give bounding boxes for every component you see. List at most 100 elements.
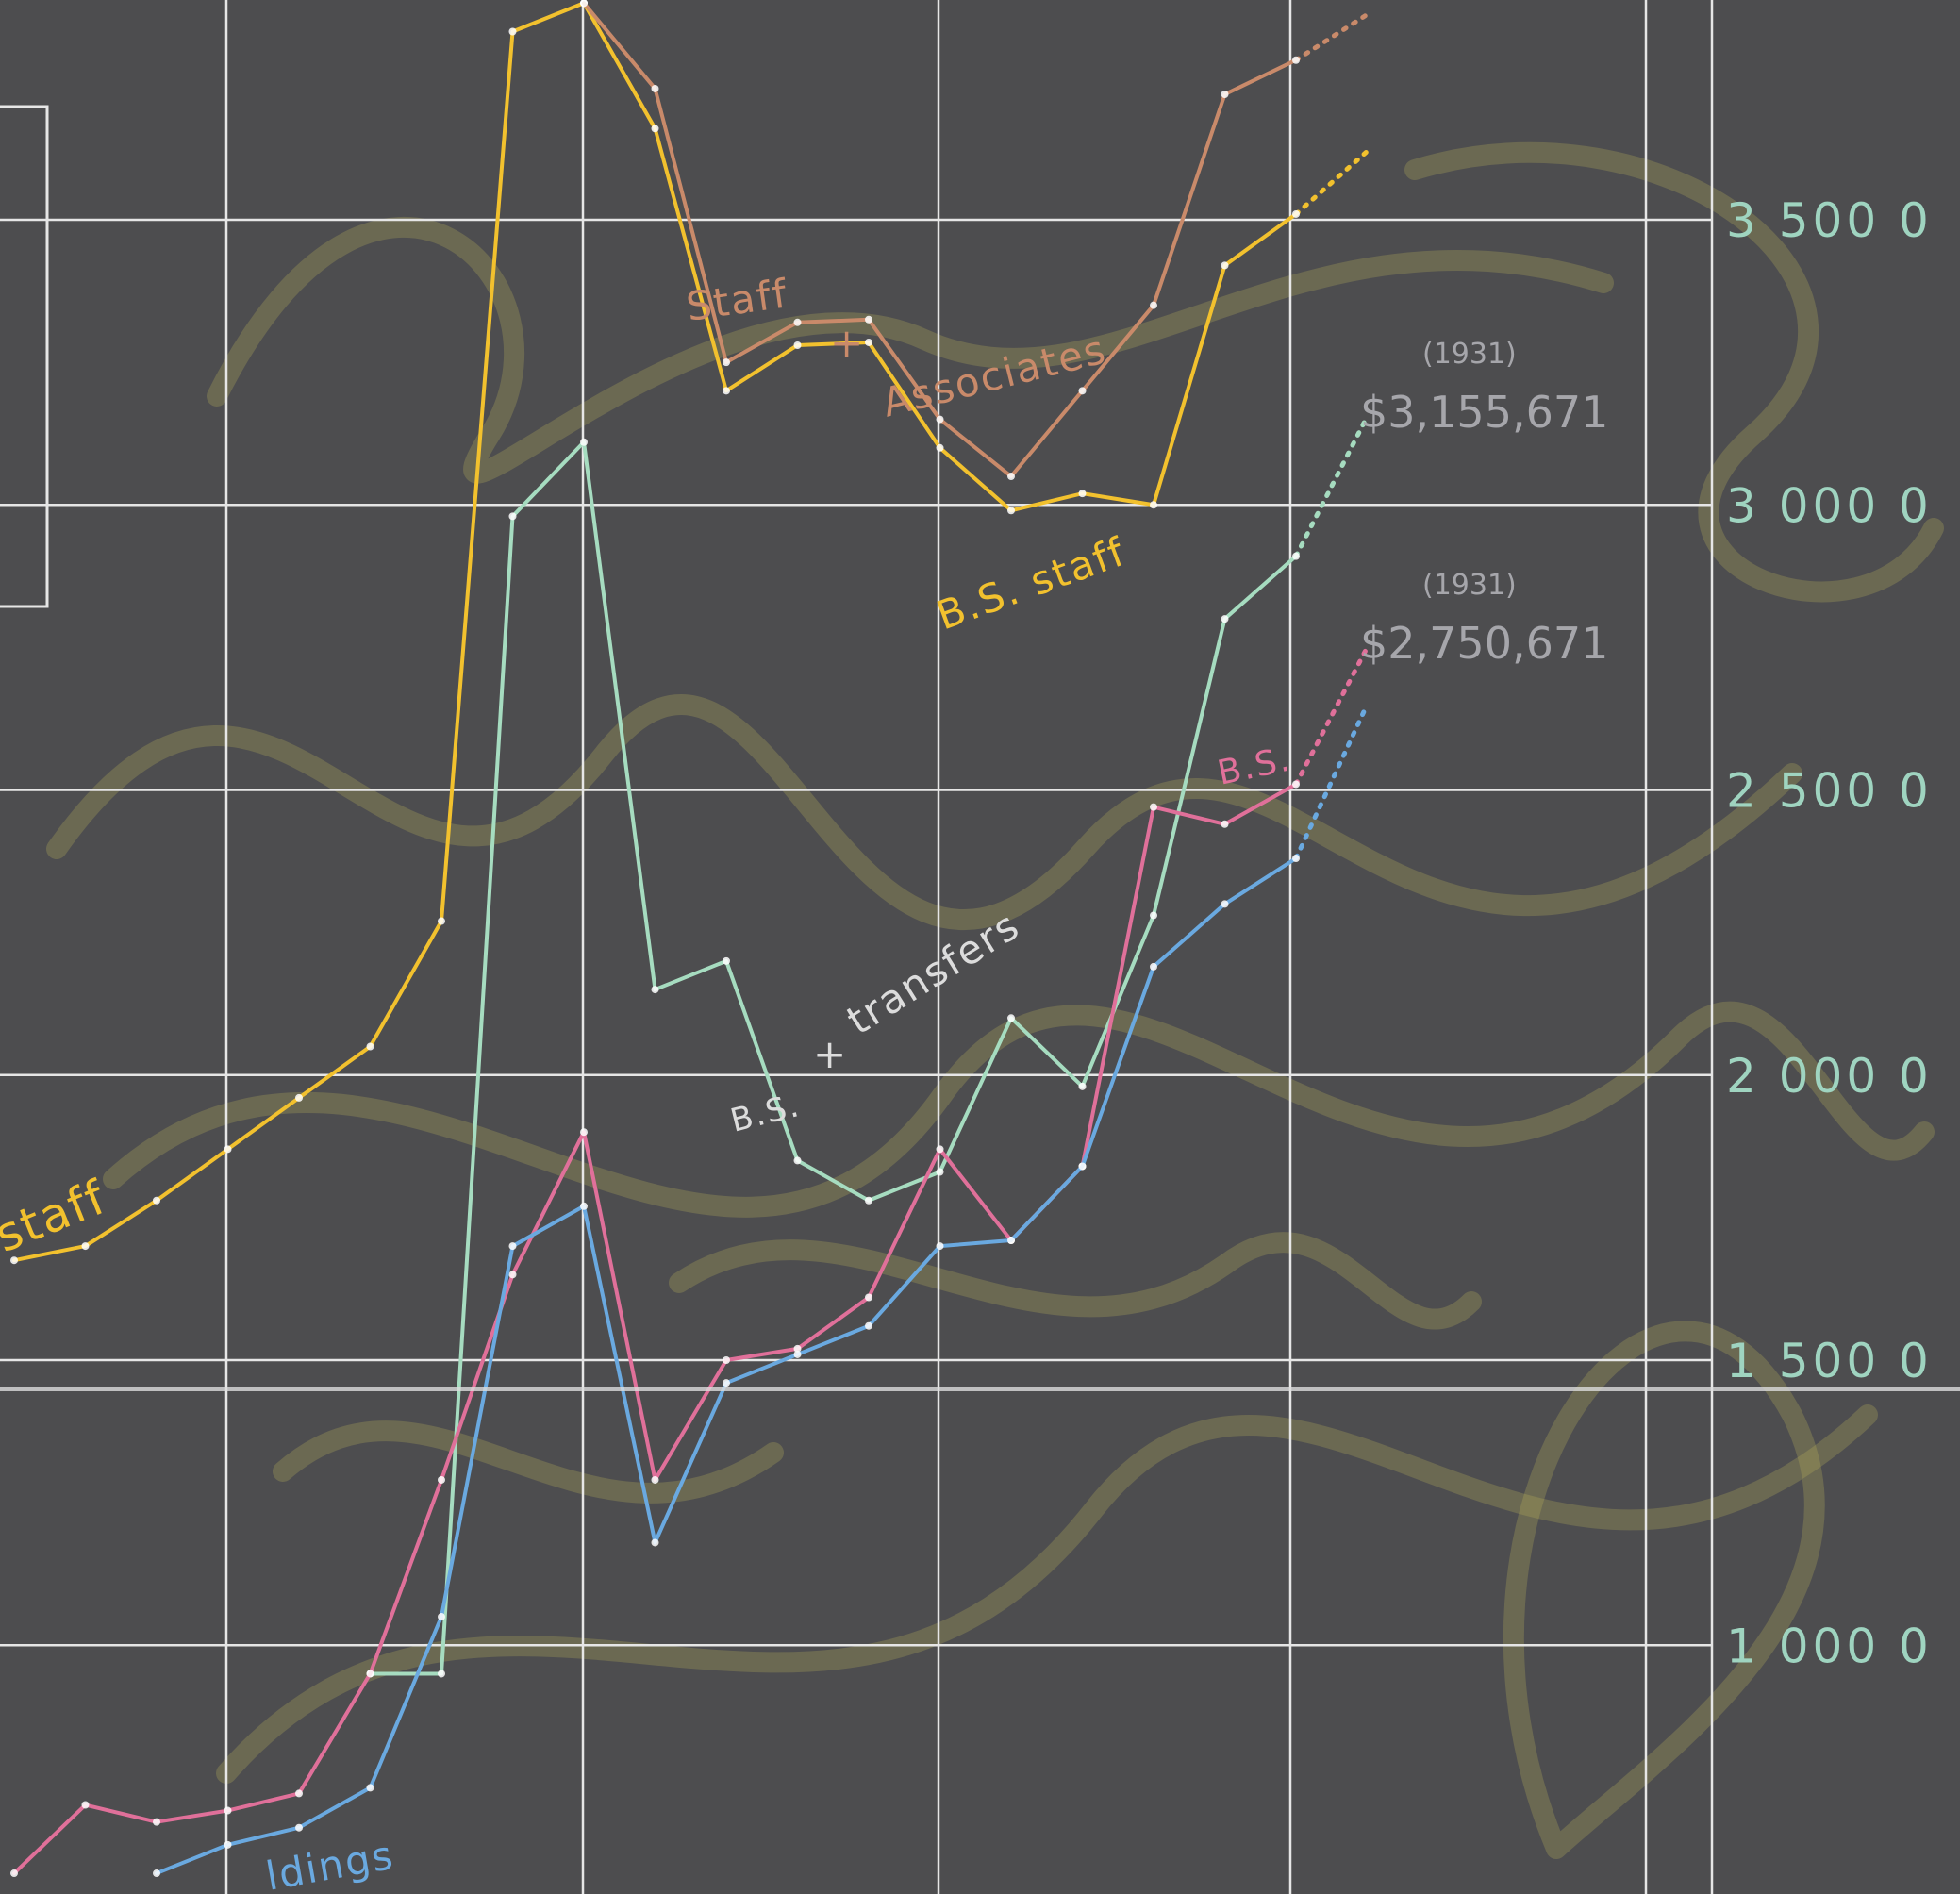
data-point-holdings-4 <box>438 1613 445 1621</box>
data-point-holdings-14 <box>1150 962 1157 971</box>
data-point-bs-0 <box>10 1869 18 1878</box>
data-point-staff-15 <box>1078 490 1087 498</box>
data-point-holdings-7 <box>651 1538 659 1547</box>
data-point-holdings-15 <box>1221 900 1229 908</box>
data-point-holdings-6 <box>580 1202 588 1210</box>
data-point-staff-13 <box>936 443 944 452</box>
data-point-staff_associates-1 <box>651 84 659 92</box>
data-point-holdings-13 <box>1078 1162 1087 1171</box>
data-point-staff-4 <box>295 1093 303 1102</box>
series-projection-bs_transfers <box>1293 414 1370 559</box>
data-point-staff-5 <box>366 1042 374 1051</box>
data-point-bs-11 <box>793 1344 802 1353</box>
data-point-staff-18 <box>1292 209 1300 218</box>
data-point-staff_associates-6 <box>1007 473 1015 481</box>
data-point-staff-17 <box>1221 261 1229 270</box>
series-bs_transfers <box>366 414 1370 1678</box>
annotation-1-amount: $3,155,671 <box>1360 387 1608 438</box>
data-point-staff-3 <box>224 1145 232 1154</box>
data-point-staff-6 <box>438 917 445 925</box>
data-point-bs-4 <box>295 1789 303 1798</box>
data-point-bs-12 <box>865 1293 872 1302</box>
y-axis-ticks: 3 500 0 3 000 0 2 500 0 2 000 0 1 500 0 1 000… <box>1726 193 1933 1673</box>
data-point-staff-10 <box>723 387 730 395</box>
data-point-staff-2 <box>153 1196 160 1205</box>
data-point-staff-0 <box>10 1256 18 1265</box>
data-point-staff_associates-9 <box>1221 91 1229 99</box>
data-point-staff_associates-3 <box>793 318 802 326</box>
data-point-bs_transfers-8 <box>936 1168 944 1176</box>
data-point-bs_transfers-3 <box>580 438 588 446</box>
data-point-holdings-0 <box>153 1869 160 1878</box>
data-point-bs-7 <box>508 1271 517 1279</box>
annotation-1-year: (1931) <box>1422 338 1517 371</box>
data-point-bs_transfers-11 <box>1150 911 1157 920</box>
data-point-staff-14 <box>1007 507 1015 515</box>
data-point-bs-16 <box>1150 803 1157 811</box>
data-point-bs_transfers-1 <box>438 1670 445 1678</box>
data-point-bs-8 <box>580 1128 588 1137</box>
data-point-bs_transfers-13 <box>1292 552 1300 560</box>
y-tick-label-1: 3 000 0 <box>1726 478 1933 533</box>
data-point-holdings-8 <box>723 1379 730 1387</box>
data-point-bs_transfers-7 <box>865 1196 872 1205</box>
data-point-staff-1 <box>81 1242 90 1251</box>
y-tick-label-4: 1 500 0 <box>1726 1334 1933 1388</box>
series-holdings <box>153 702 1370 1878</box>
label-bs-transfers-plus: + <box>813 1031 848 1077</box>
data-point-bs_transfers-9 <box>1007 1014 1015 1022</box>
data-point-holdings-16 <box>1292 855 1300 863</box>
data-point-bs_transfers-6 <box>793 1156 802 1165</box>
data-point-bs-6 <box>438 1475 445 1484</box>
data-point-bs_transfers-5 <box>723 956 730 965</box>
data-point-staff-7 <box>508 27 517 36</box>
series-projection-staff <box>1293 148 1370 217</box>
data-point-holdings-5 <box>508 1242 517 1251</box>
annotations: (1931) $3,155,671 (1931) $2,750,671 <box>1360 338 1608 669</box>
annotation-2-year: (1931) <box>1422 569 1517 602</box>
data-point-bs_transfers-10 <box>1078 1082 1087 1090</box>
label-staff-associates-plus: + <box>830 320 865 366</box>
data-point-staff_associates-4 <box>865 315 872 324</box>
data-point-staff-16 <box>1150 501 1157 509</box>
series-layer <box>10 0 1370 1878</box>
data-point-bs-3 <box>224 1806 232 1815</box>
data-point-bs-18 <box>1292 780 1300 789</box>
data-point-holdings-2 <box>295 1823 303 1832</box>
data-point-bs_transfers-2 <box>508 512 517 521</box>
series-staff <box>10 0 1370 1265</box>
data-point-bs-5 <box>366 1670 374 1678</box>
data-point-holdings-3 <box>366 1784 374 1792</box>
data-point-holdings-11 <box>936 1242 944 1251</box>
data-point-staff_associates-2 <box>723 358 730 367</box>
data-point-bs-9 <box>651 1475 659 1484</box>
data-point-bs_transfers-4 <box>651 986 659 994</box>
data-point-staff_associates-7 <box>1078 387 1087 395</box>
data-point-holdings-9 <box>793 1350 802 1358</box>
series-projection-staff_associates <box>1293 11 1370 63</box>
data-point-staff_associates-0 <box>580 0 588 8</box>
data-point-bs-13 <box>936 1145 944 1154</box>
y-tick-label-3: 2 000 0 <box>1726 1049 1933 1104</box>
data-point-holdings-10 <box>865 1321 872 1330</box>
data-point-staff-9 <box>651 125 659 133</box>
annotation-2-amount: $2,750,671 <box>1360 618 1608 669</box>
data-point-bs_transfers-12 <box>1221 615 1229 623</box>
series-line-bs_transfers <box>368 440 1298 1676</box>
legend-box <box>0 105 49 608</box>
y-tick-label-2: 2 500 0 <box>1726 764 1933 819</box>
y-tick-label-0: 3 500 0 <box>1726 193 1933 248</box>
data-point-staff_associates-8 <box>1150 301 1157 309</box>
data-point-holdings-1 <box>224 1840 232 1849</box>
data-point-staff-12 <box>865 338 872 346</box>
data-point-staff_associates-10 <box>1292 56 1300 64</box>
grid <box>0 0 1714 1894</box>
data-point-bs-17 <box>1221 820 1229 828</box>
data-point-staff_associates-5 <box>936 415 944 424</box>
data-point-bs-1 <box>81 1801 90 1809</box>
series-staff_associates <box>580 0 1370 481</box>
data-point-bs-10 <box>723 1356 730 1364</box>
data-point-staff-11 <box>793 341 802 349</box>
